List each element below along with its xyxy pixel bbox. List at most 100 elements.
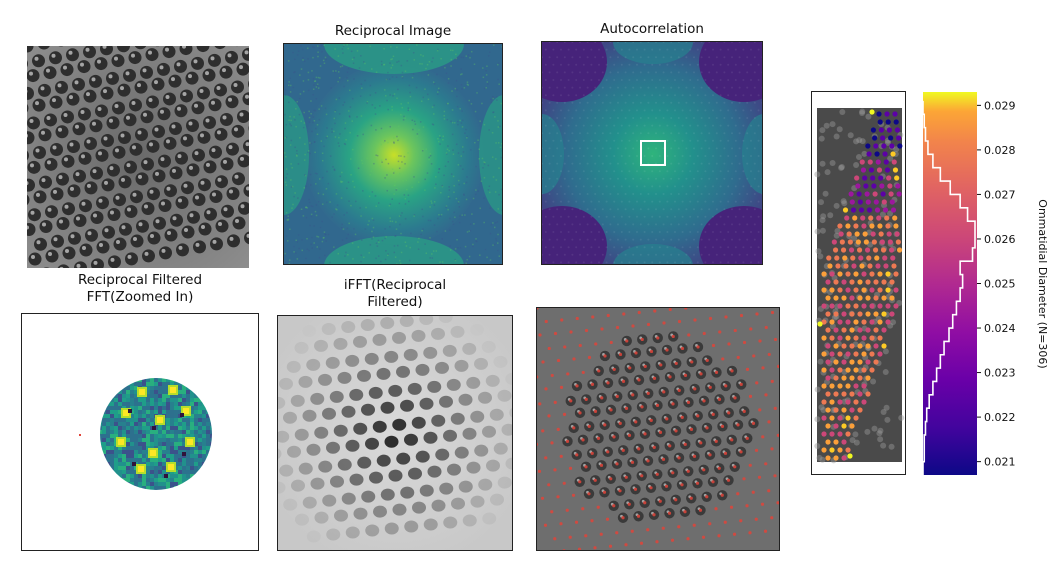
autocorr-dot: [738, 56, 741, 59]
noise-pixel: [314, 141, 316, 143]
map-ommatidium: [869, 109, 875, 115]
autocorr-dot: [560, 124, 562, 127]
fft-pixel: [210, 422, 212, 426]
noise-pixel: [312, 93, 314, 96]
raw-ommatidium: [108, 255, 121, 268]
overlay-marker: [584, 397, 588, 401]
overlay-marker: [739, 519, 743, 523]
autocorr-dot: [655, 71, 657, 74]
overlay-marker: [597, 369, 601, 373]
overlay-marker: [761, 435, 765, 439]
ifft-spot: [321, 322, 336, 335]
noise-pixel: [451, 133, 454, 136]
map-ommatidium: [873, 343, 879, 349]
fft-pixel: [182, 474, 186, 478]
noise-pixel: [466, 231, 469, 233]
ifft-spot: [470, 495, 485, 508]
noise-pixel: [370, 124, 373, 127]
noise-pixel: [457, 164, 460, 166]
autocorr-dot: [742, 79, 745, 81]
fft-pixel: [158, 378, 162, 382]
noise-pixel: [447, 82, 450, 84]
noise-pixel: [289, 123, 291, 125]
noise-pixel: [436, 93, 439, 95]
noise-pixel: [362, 133, 364, 136]
autocorr-dot: [643, 48, 646, 51]
fft-pixel: [150, 438, 154, 442]
noise-pixel: [319, 77, 321, 79]
autocorr-dot: [563, 117, 566, 119]
raw-ommatidium: [27, 104, 29, 113]
fft-pixel: [178, 446, 182, 450]
ifft-spot: [400, 399, 414, 412]
fft-pixel: [162, 426, 166, 430]
overlay-marker: [677, 388, 681, 392]
map-ommatidium: [893, 271, 899, 277]
autocorr-dot: [753, 56, 756, 59]
autocorr-dot: [700, 238, 703, 241]
noise-pixel: [359, 95, 362, 97]
fft-pixel: [138, 414, 142, 418]
autocorr-dot: [601, 147, 604, 150]
autocorr-dot: [666, 215, 669, 218]
autocorr-dot: [670, 117, 673, 119]
map-ommatidium: [829, 367, 835, 373]
map-ommatidium: [837, 431, 843, 437]
map-ommatidium: [825, 407, 831, 413]
fft-pixel: [186, 434, 190, 438]
overlay-marker: [565, 508, 569, 512]
map-ommatidium: [845, 303, 851, 309]
fft-pixel: [186, 466, 190, 470]
noise-pixel: [365, 206, 367, 209]
autocorr-dot: [613, 48, 616, 51]
raw-ommatidium: [45, 205, 58, 219]
noise-pixel: [400, 232, 402, 235]
noise-pixel: [319, 248, 321, 250]
raw-ommatidium: [56, 172, 69, 186]
fft-pixel: [130, 414, 134, 418]
autocorr-dot: [666, 109, 669, 112]
noise-pixel: [404, 163, 406, 165]
noise-pixel: [375, 257, 377, 260]
noise-pixel: [451, 121, 454, 124]
noise-pixel: [334, 136, 337, 138]
noise-pixel: [447, 161, 449, 163]
noise-pixel: [497, 78, 499, 81]
overlay-marker: [683, 373, 688, 378]
autocorr-dot: [658, 231, 661, 233]
noise-pixel: [430, 202, 433, 204]
ifft-spot: [411, 329, 426, 342]
noise-pixel: [313, 242, 315, 244]
fft-pixel: [174, 458, 178, 462]
autocorr-dot: [719, 261, 722, 264]
noise-pixel: [307, 79, 310, 81]
autocorr-dot: [582, 200, 585, 203]
fft-pixel: [186, 462, 190, 466]
raw-highlight: [103, 136, 108, 141]
noise-pixel: [322, 193, 325, 196]
noise-pixel: [346, 227, 349, 230]
map-ommatidium: [853, 351, 859, 357]
noise-pixel: [349, 106, 352, 108]
autocorr-dot: [567, 215, 570, 218]
raw-highlight: [184, 228, 188, 233]
noise-pixel: [399, 262, 402, 264]
map-ommatidium: [876, 215, 882, 221]
ifft-spot: [431, 499, 446, 512]
noise-pixel: [432, 81, 435, 83]
fft-pixel: [150, 466, 154, 470]
fft-pixel: [158, 430, 162, 434]
autocorr-dot: [753, 147, 756, 150]
overlay-marker: [544, 456, 548, 460]
autocorr-dot: [590, 109, 593, 112]
noise-pixel: [487, 164, 490, 167]
overlay-marker: [721, 357, 725, 361]
map-ommatidium: [841, 295, 847, 301]
fft-pixel: [166, 378, 170, 382]
autocorr-dot: [761, 208, 762, 211]
overlay-marker: [656, 336, 660, 340]
map-bg-cell: [818, 404, 825, 411]
noise-pixel: [414, 123, 417, 125]
fft-pixel: [126, 386, 130, 390]
ifft-spot: [493, 442, 508, 455]
